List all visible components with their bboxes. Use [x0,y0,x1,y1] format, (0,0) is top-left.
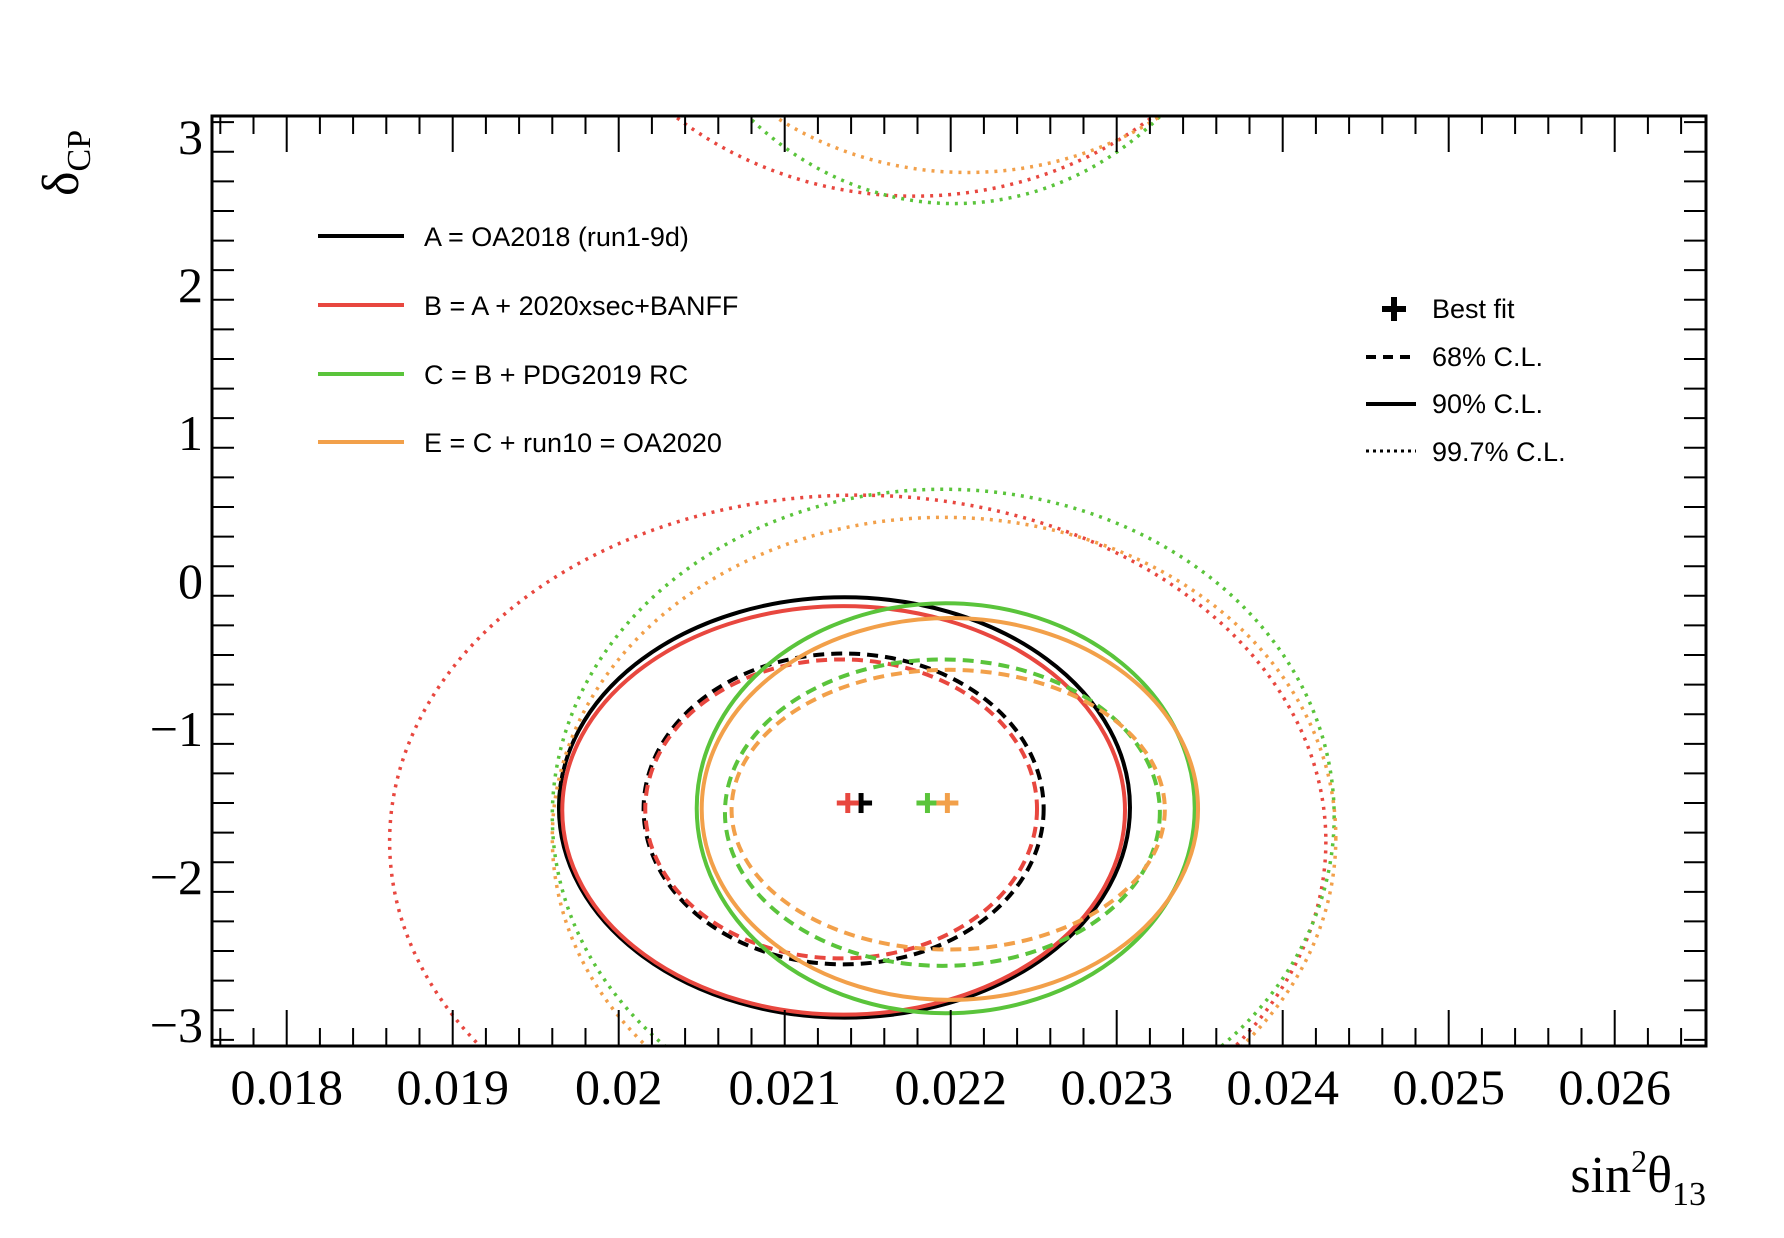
legend-68: 68% C.L. [1432,342,1543,372]
legend-label-b: B = A + 2020xsec+BANFF [424,291,738,321]
contour-3-dashed [729,667,1167,952]
x-title-sub: 13 [1672,1176,1706,1213]
legend-best-fit: Best fit [1432,294,1515,324]
x-tick-label: 0.023 [1060,1059,1173,1115]
legend-90: 90% C.L. [1432,389,1543,419]
series-legend: A = OA2018 (run1-9d) B = A + 2020xsec+BA… [318,222,738,458]
contour-layer [388,487,1338,1046]
x-tick-label: 0.021 [728,1059,841,1115]
contour-0-solid [556,595,1132,1020]
wrapped-contour-layer [671,116,1164,206]
x-tick-label: 0.018 [230,1059,343,1115]
x-title-sup: 2 [1631,1143,1647,1179]
x-tick-label: 0.025 [1392,1059,1505,1115]
best-fit-layer [836,793,959,814]
y-tick-label: −2 [150,849,203,905]
y-tick-label: 1 [178,405,203,461]
y-title-sub: CP [61,130,98,172]
plot-frame [210,114,1708,1048]
best-fit-marker-1 [836,793,859,814]
x-axis-title: sin2θ13 [1570,1143,1706,1213]
y-title-base: δ [33,171,90,196]
axis-ticks [212,116,1706,1046]
contour-2-dashed [722,657,1162,968]
x-tick-label: 0.019 [396,1059,509,1115]
legend-997: 99.7% C.L. [1432,437,1566,467]
y-tick-label: 2 [178,257,203,313]
contour-3-solid [699,616,1201,1002]
contour-2-solid [694,601,1197,1016]
legend-cross-icon [1382,297,1406,321]
style-legend: Best fit 68% C.L. 90% C.L. 99.7% C.L. [1366,294,1566,467]
x-tick-label: 0.026 [1558,1059,1671,1115]
x-title-mid: θ [1647,1147,1672,1204]
x-tick-label: 0.02 [575,1059,663,1115]
wrapped-contour-2 [770,116,1164,175]
y-axis-title: δCP [33,130,98,196]
best-fit-marker-3 [936,793,959,814]
legend-label-a: A = OA2018 (run1-9d) [424,222,689,252]
y-tick-labels: −3 −2 −1 0 1 2 3 [150,109,203,1053]
x-tick-labels: 0.018 0.019 0.02 0.021 0.022 0.023 0.024 0.025 0… [230,1059,1671,1115]
contour-2-dotted [550,487,1336,1046]
y-tick-label: −3 [150,997,203,1053]
y-tick-label: 0 [178,553,203,609]
y-tick-label: 3 [178,109,203,165]
legend-label-c: C = B + PDG2019 RC [424,360,688,390]
contour-1-dashed [643,657,1040,961]
x-tick-label: 0.022 [894,1059,1007,1115]
wrapped-contour-0 [671,116,1157,198]
contour-3-dotted [550,515,1338,1046]
y-tick-label: −1 [150,701,203,757]
x-tick-label: 0.024 [1226,1059,1339,1115]
x-title-base: sin [1570,1147,1631,1204]
legend-label-e: E = C + run10 = OA2020 [424,428,722,458]
wrapped-contour-1 [745,116,1163,206]
contour-1-solid [560,604,1127,1017]
best-fit-marker-2 [916,793,939,814]
